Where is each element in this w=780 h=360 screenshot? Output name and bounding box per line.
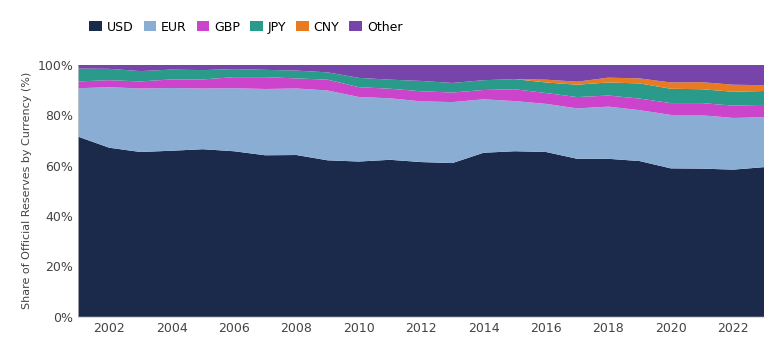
Y-axis label: Share of Official Reserves by Currency (%): Share of Official Reserves by Currency (…	[22, 72, 32, 310]
Legend: USD, EUR, GBP, JPY, CNY, Other: USD, EUR, GBP, JPY, CNY, Other	[84, 15, 407, 39]
